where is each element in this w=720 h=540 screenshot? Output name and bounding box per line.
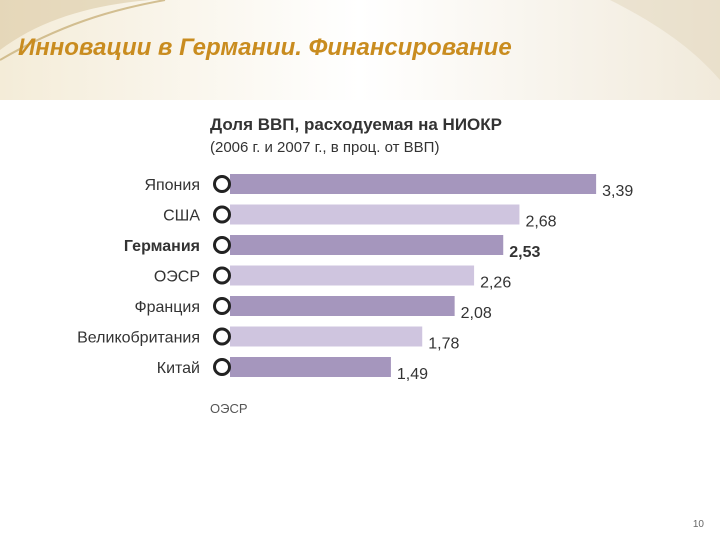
value-label: 2,08	[461, 305, 492, 322]
category-label: США	[163, 208, 200, 225]
value-label: 2,26	[480, 275, 511, 292]
bullet-circle-icon	[213, 266, 231, 285]
bar	[230, 235, 504, 255]
bar	[230, 174, 597, 194]
bullet-circle-icon	[213, 327, 231, 346]
bullet-circle-icon	[213, 297, 231, 315]
bar	[230, 204, 520, 225]
chart-panel: Доля ВВП, расходуемая на НИОКР (2006 г. …	[12, 100, 708, 520]
value-label: 1,78	[428, 336, 459, 353]
page-number: 10	[692, 519, 704, 530]
bar-chart: Доля ВВП, расходуемая на НИОКР (2006 г. …	[77, 115, 633, 416]
category-label: ОЭСР	[154, 269, 200, 286]
slide-title: Инновации в Германии. Финансирование	[18, 34, 512, 61]
bar	[230, 326, 423, 347]
category-label: Великобритания	[77, 330, 200, 347]
chart-title: Доля ВВП, расходуемая на НИОКР	[210, 115, 502, 134]
value-label: 1,49	[397, 366, 428, 383]
header-decoration	[0, 0, 720, 100]
category-label: Япония	[144, 177, 200, 194]
bullet-circle-icon	[213, 175, 231, 193]
bullet-circle-icon	[213, 205, 231, 224]
chart-bars: Япония 3,39 США 2,68 Германия 2,53 ОЭСР 2,26 Фра…	[77, 174, 633, 383]
value-label: 2,53	[509, 244, 540, 261]
chart-subtitle: (2006 г. и 2007 г., в проц. от ВВП)	[210, 139, 439, 156]
bar	[230, 357, 391, 377]
bullet-circle-icon	[213, 358, 231, 376]
category-label: Франция	[134, 299, 200, 316]
bullet-circle-icon	[213, 236, 231, 254]
category-label: Германия	[124, 238, 200, 255]
chart-source: ОЭСР	[210, 401, 248, 416]
category-label: Китай	[157, 360, 200, 377]
value-label: 3,39	[602, 183, 633, 200]
bar	[230, 296, 455, 316]
value-label: 2,68	[525, 214, 556, 231]
bar	[230, 265, 475, 286]
